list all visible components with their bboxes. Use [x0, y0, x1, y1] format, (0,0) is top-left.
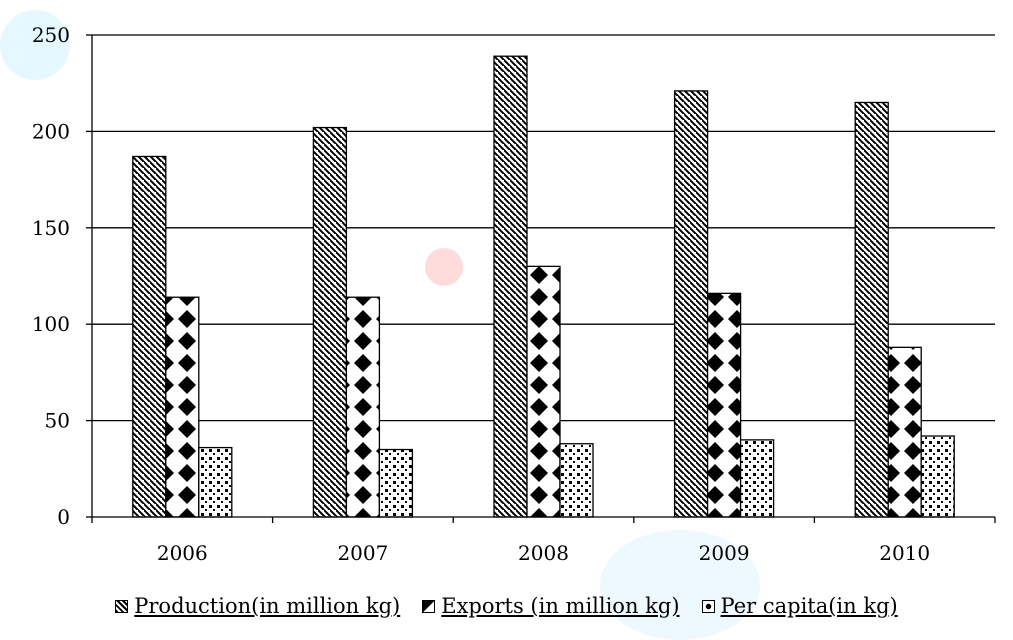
legend: Production(in million kg) Exports (in mi…	[0, 594, 1013, 618]
grid-lines	[92, 34, 995, 422]
x-tick-label: 2010	[879, 541, 930, 565]
legend-item-exports: Exports (in million kg)	[422, 594, 680, 618]
bar-per-capita	[378, 448, 414, 518]
x-tick-label: 2008	[518, 541, 569, 565]
bar-exports	[345, 296, 381, 518]
legend-item-production: Production(in million kg)	[115, 594, 400, 618]
y-tick-label: 250	[32, 23, 70, 47]
y-tick-label: 100	[32, 312, 70, 336]
tick-labels: 0 50 100 150 200 250 2006 2007 2008 2009 2010	[32, 23, 930, 565]
y-tick-label: 50	[45, 409, 70, 433]
legend-swatch-exports	[422, 599, 436, 613]
bar-exports	[887, 346, 922, 518]
y-tick-label: 0	[57, 505, 70, 529]
bar-per-capita	[559, 443, 594, 518]
x-tick-label: 2007	[337, 541, 388, 565]
bar-exports	[165, 296, 200, 518]
bar-production	[854, 101, 889, 518]
legend-item-per-capita: Per capita(in kg)	[701, 594, 898, 618]
legend-label-production: Production(in million kg)	[134, 594, 401, 618]
legend-swatch-per-capita	[701, 599, 715, 613]
bar-per-capita	[739, 439, 775, 518]
bar-production	[132, 155, 167, 518]
bar-production	[673, 90, 709, 518]
y-tick-label: 150	[32, 216, 70, 240]
y-tick-label: 200	[32, 119, 70, 143]
legend-label-exports: Exports (in million kg)	[441, 594, 680, 618]
bar-per-capita	[920, 435, 955, 518]
bar-exports	[706, 292, 742, 518]
bar-production	[312, 126, 348, 518]
x-tick-label: 2009	[699, 541, 750, 565]
legend-label-per-capita: Per capita(in kg)	[720, 594, 898, 618]
bar-per-capita	[198, 446, 233, 518]
x-tick-label: 2006	[157, 541, 208, 565]
bar-production	[493, 55, 528, 518]
bars	[132, 55, 955, 518]
legend-swatch-production	[115, 599, 129, 613]
axes	[86, 34, 996, 523]
bar-exports	[526, 265, 561, 518]
